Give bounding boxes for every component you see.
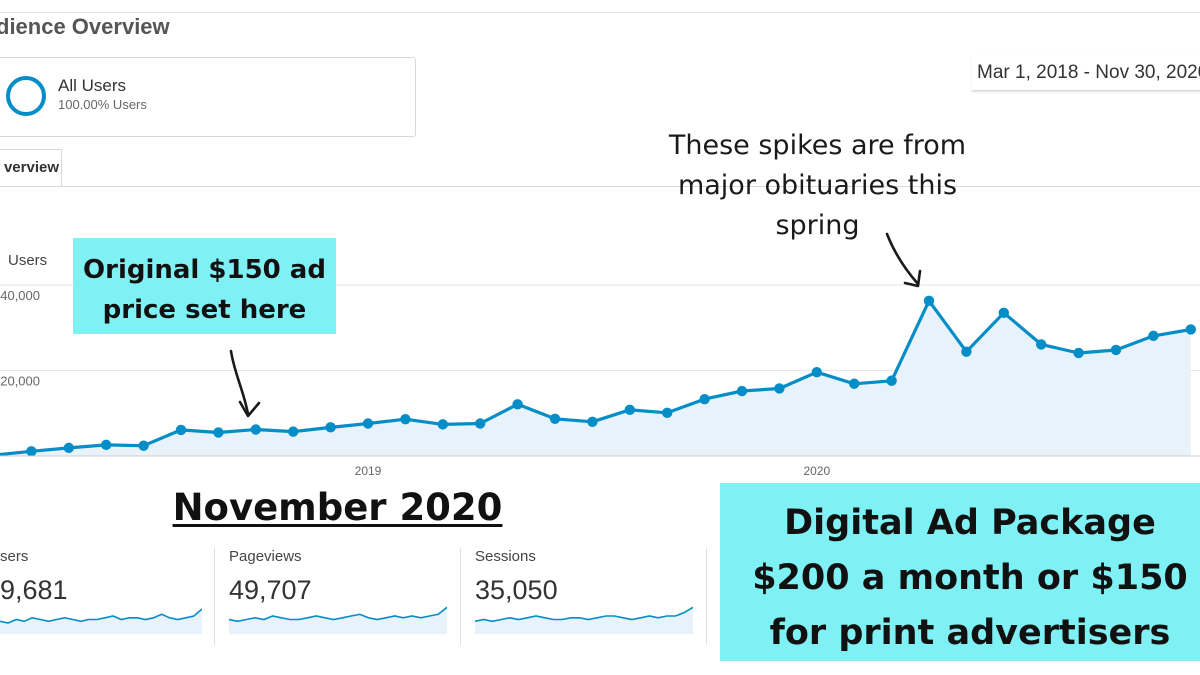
segment-percentage: 100.00% Users	[58, 97, 147, 112]
metric-sessions-sparkline	[475, 606, 693, 634]
segment-ring-icon	[6, 76, 46, 116]
series-area-fill	[0, 300, 1191, 456]
left-arrow-shaft	[229, 349, 250, 416]
segment-name: All Users	[58, 76, 127, 95]
data-point[interactable]	[1073, 347, 1084, 359]
x-tick-label: 2019	[355, 464, 382, 478]
metric-sessions-label: Sessions	[475, 548, 536, 565]
metric-pageviews-sparkline	[229, 606, 447, 634]
data-point[interactable]	[774, 383, 785, 394]
data-point[interactable]	[886, 375, 897, 386]
data-point[interactable]	[250, 424, 261, 435]
page-title: dience Overview	[0, 14, 170, 39]
data-point[interactable]	[175, 424, 187, 436]
price-callout-line-2: price set here	[102, 295, 307, 325]
y-tick-label: 40,000	[0, 288, 40, 303]
data-point[interactable]	[475, 418, 486, 429]
right-arrow-head	[903, 269, 922, 288]
data-point[interactable]	[437, 419, 448, 430]
metric-divider	[460, 548, 461, 645]
metric-sessions-value: 35,050	[475, 575, 558, 605]
data-point[interactable]	[736, 385, 748, 397]
data-point[interactable]	[624, 404, 635, 416]
date-range-picker[interactable]: Mar 1, 2018 - Nov 30, 2020	[972, 56, 1200, 91]
spike-annotation: These spikes are from major obituaries t…	[650, 126, 985, 246]
right-arrow-shaft	[885, 232, 920, 286]
data-point[interactable]	[1148, 330, 1159, 342]
price-callout-line-1: Original $150 ad	[83, 255, 326, 285]
annotation-arrows	[229, 232, 922, 418]
data-point[interactable]	[549, 413, 561, 425]
data-point[interactable]	[213, 427, 224, 438]
metric-divider	[706, 548, 707, 645]
data-point[interactable]	[26, 446, 37, 457]
ad-package-line-1: Digital Ad Package	[784, 503, 1156, 543]
sparkline-area	[0, 609, 202, 634]
month-heading: November 2020	[172, 486, 503, 529]
data-point[interactable]	[63, 442, 74, 454]
metric-divider	[214, 548, 215, 645]
metric-pageviews-label: Pageviews	[229, 548, 302, 565]
sparkline-line	[229, 606, 447, 623]
metric-users-value: 9,681	[0, 575, 68, 605]
price-callout-box	[73, 238, 336, 334]
sparkline-line	[475, 606, 693, 623]
price-callout-text: Original $150 ad price set here	[73, 250, 336, 330]
ad-package-callout-box	[720, 483, 1200, 661]
tab-divider	[0, 186, 1200, 187]
ad-package-line-2: $200 a month or $150	[752, 558, 1188, 598]
data-point[interactable]	[400, 414, 411, 425]
left-arrow-head	[238, 400, 261, 418]
data-point[interactable]	[325, 422, 336, 433]
segment-card[interactable]	[0, 57, 416, 137]
series-points	[26, 295, 1197, 457]
tab-overview[interactable]: verview	[0, 149, 62, 186]
spike-annotation-line-2: major obituaries this	[677, 170, 958, 201]
data-point[interactable]	[1036, 339, 1047, 350]
sparkline-area	[229, 607, 447, 634]
y-tick-label: 20,000	[0, 374, 40, 389]
metric-users-label: sers	[0, 548, 29, 565]
ad-package-callout-text: Digital Ad Package $200 a month or $150 …	[720, 496, 1200, 661]
data-point[interactable]	[101, 439, 112, 451]
data-point[interactable]	[849, 378, 860, 389]
ad-package-line-3: for print advertisers	[769, 613, 1171, 653]
metric-pageviews-value: 49,707	[229, 575, 312, 605]
metric-selector-label[interactable]: Users	[8, 252, 48, 269]
data-point[interactable]	[923, 295, 935, 307]
y-axis-ticks: 40,000 20,000	[0, 288, 40, 389]
data-point[interactable]	[512, 399, 523, 410]
sparkline-line	[0, 608, 202, 624]
data-point[interactable]	[998, 307, 1009, 318]
sparkline-area	[475, 607, 693, 634]
users-line-chart: 40,000 20,000 2019 2020	[0, 284, 1200, 478]
data-point[interactable]	[699, 393, 710, 405]
data-point[interactable]	[811, 367, 822, 378]
data-point[interactable]	[362, 418, 374, 429]
spike-annotation-line-1: These spikes are from	[668, 130, 967, 161]
data-point[interactable]	[587, 416, 598, 427]
data-point[interactable]	[1110, 344, 1122, 356]
x-axis-ticks: 2019 2020	[355, 464, 831, 478]
spike-annotation-line-3: spring	[775, 210, 860, 241]
data-point[interactable]	[138, 440, 149, 451]
data-point[interactable]	[961, 346, 972, 357]
top-divider	[0, 12, 1200, 13]
data-point[interactable]	[1185, 324, 1197, 335]
data-point[interactable]	[662, 407, 673, 419]
data-point[interactable]	[288, 426, 299, 437]
metric-users-sparkline	[0, 608, 202, 634]
x-tick-label: 2020	[803, 464, 830, 478]
